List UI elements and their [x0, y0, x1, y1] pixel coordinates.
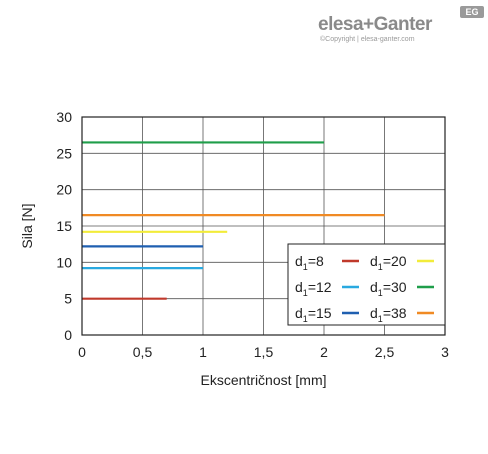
x-tick-label: 1,5	[254, 344, 274, 360]
x-tick-label: 0	[78, 344, 86, 360]
y-tick-label: 0	[64, 327, 72, 343]
legend-label: d1=20	[370, 253, 407, 272]
y-tick-label: 30	[56, 109, 72, 125]
legend-label: d1=30	[370, 279, 407, 298]
x-tick-label: 0,5	[133, 344, 153, 360]
legend-item-d1-38: d1=38	[370, 305, 434, 324]
brand-badge: EG	[460, 6, 484, 18]
x-tick-label: 3	[441, 344, 449, 360]
x-tick-label: 2,5	[375, 344, 395, 360]
legend: d1=8 d1=20 d1=12 d1=30 d1=15 d1=38	[287, 243, 446, 326]
y-tick-label: 5	[64, 291, 72, 307]
x-tick-label: 2	[320, 344, 328, 360]
legend-label: d1=12	[295, 279, 332, 298]
legend-item-d1-30: d1=30	[370, 279, 434, 298]
plot-border	[81, 116, 446, 336]
legend-item-d1-12: d1=12	[295, 279, 359, 298]
x-axis-label: Ekscentričnost [mm]	[200, 372, 326, 388]
y-tick-label: 20	[56, 182, 72, 198]
brand-name: elesa+Ganter	[318, 14, 432, 35]
legend-label: d1=8	[295, 253, 324, 272]
legend-box	[287, 243, 446, 326]
y-tick-label: 15	[56, 218, 72, 234]
copyright-text: ©Copyright | elesa-ganter.com	[320, 36, 415, 43]
y-tick-label: 25	[56, 145, 72, 161]
legend-label: d1=15	[295, 305, 332, 324]
legend-item-d1-20: d1=20	[370, 253, 434, 272]
legend-item-d1-8: d1=8	[295, 253, 359, 272]
legend-item-d1-15: d1=15	[295, 305, 359, 324]
brand-logo: elesa+Ganter EG ©Copyright | elesa-gante…	[318, 6, 486, 46]
x-tick-label: 1	[199, 344, 207, 360]
legend-label: d1=38	[370, 305, 407, 324]
y-axis-label: Sila [N]	[19, 203, 35, 248]
y-tick-label: 10	[56, 254, 72, 270]
series-lines	[82, 141, 385, 300]
